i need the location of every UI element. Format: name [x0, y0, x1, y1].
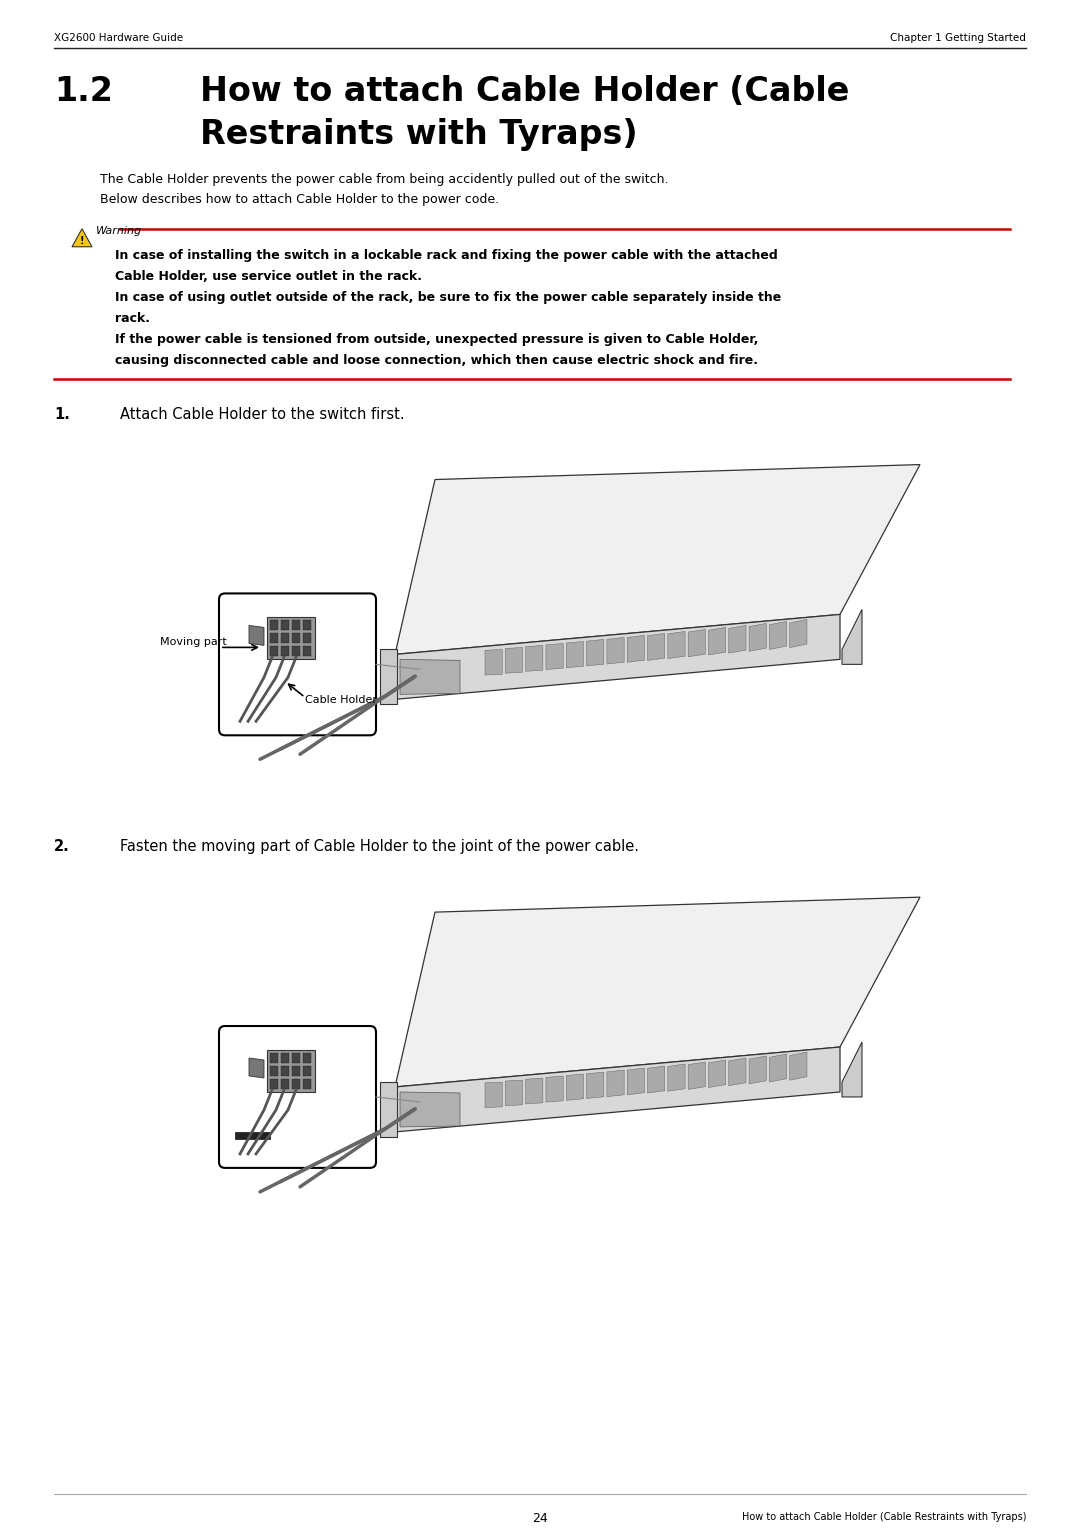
Bar [303, 1067, 311, 1076]
Polygon shape [586, 639, 604, 666]
Polygon shape [729, 1057, 746, 1086]
Polygon shape [688, 1062, 705, 1089]
Bar [292, 1079, 300, 1089]
Text: Fasten the moving part of Cable Holder to the joint of the power cable.: Fasten the moving part of Cable Holder t… [120, 839, 639, 854]
Polygon shape [249, 625, 264, 645]
Text: !: ! [80, 235, 84, 246]
Polygon shape [485, 649, 502, 675]
Text: How to attach Cable Holder (Cable: How to attach Cable Holder (Cable [200, 75, 849, 108]
Polygon shape [400, 1093, 460, 1128]
Bar [281, 634, 289, 643]
Polygon shape [545, 1076, 563, 1102]
Polygon shape [586, 1073, 604, 1099]
Bar [270, 1067, 278, 1076]
Bar [303, 646, 311, 657]
Polygon shape [72, 229, 92, 246]
Polygon shape [648, 1067, 665, 1093]
Bar [303, 1079, 311, 1089]
Polygon shape [526, 645, 543, 671]
Polygon shape [380, 1082, 397, 1137]
Polygon shape [769, 622, 786, 649]
Bar [267, 1050, 315, 1093]
Polygon shape [607, 637, 624, 665]
Text: Cable Holder: Cable Holder [305, 695, 377, 706]
Polygon shape [566, 1074, 583, 1100]
Bar [292, 646, 300, 657]
Text: Chapter 1 Getting Started: Chapter 1 Getting Started [890, 34, 1026, 43]
Text: In case of using outlet outside of the rack, be sure to fix the power cable sepa: In case of using outlet outside of the r… [114, 290, 781, 304]
Polygon shape [395, 1047, 840, 1132]
Text: Moving part: Moving part [160, 637, 227, 648]
FancyBboxPatch shape [219, 593, 376, 735]
Text: The Cable Holder prevents the power cable from being accidently pulled out of th: The Cable Holder prevents the power cabl… [100, 173, 669, 186]
Polygon shape [485, 1082, 502, 1108]
Bar [292, 620, 300, 631]
Polygon shape [750, 1056, 767, 1083]
Bar [281, 1079, 289, 1089]
Polygon shape [395, 465, 920, 654]
Bar [303, 1053, 311, 1063]
Text: How to attach Cable Holder (Cable Restraints with Tyraps): How to attach Cable Holder (Cable Restra… [742, 1511, 1026, 1522]
Polygon shape [249, 1057, 264, 1077]
Bar [267, 617, 315, 660]
Text: In case of installing the switch in a lockable rack and fixing the power cable w: In case of installing the switch in a lo… [114, 249, 778, 261]
Bar [270, 1053, 278, 1063]
Polygon shape [545, 643, 563, 669]
Polygon shape [688, 630, 705, 657]
Polygon shape [648, 634, 665, 660]
Polygon shape [708, 628, 726, 656]
Bar [270, 620, 278, 631]
Bar [292, 634, 300, 643]
Bar [281, 1067, 289, 1076]
Polygon shape [627, 1068, 645, 1096]
Text: Attach Cable Holder to the switch first.: Attach Cable Holder to the switch first. [120, 406, 405, 422]
Bar [281, 646, 289, 657]
Text: Warning: Warning [96, 226, 143, 235]
Text: Restraints with Tyraps): Restraints with Tyraps) [200, 118, 637, 151]
Text: 24: 24 [532, 1511, 548, 1525]
Polygon shape [607, 1070, 624, 1097]
Polygon shape [395, 897, 920, 1086]
Text: If the power cable is tensioned from outside, unexpected pressure is given to Ca: If the power cable is tensioned from out… [114, 333, 758, 345]
Polygon shape [667, 1063, 685, 1091]
Text: 2.: 2. [54, 839, 70, 854]
Polygon shape [842, 610, 862, 665]
Polygon shape [789, 619, 807, 648]
Text: XG2600 Hardware Guide: XG2600 Hardware Guide [54, 34, 184, 43]
Bar [270, 646, 278, 657]
Bar [270, 634, 278, 643]
Polygon shape [729, 625, 746, 652]
Polygon shape [505, 648, 523, 674]
Text: 1.2: 1.2 [54, 75, 113, 108]
Text: causing disconnected cable and loose connection, which then cause electric shock: causing disconnected cable and loose con… [114, 353, 758, 367]
Polygon shape [566, 642, 583, 668]
Polygon shape [789, 1051, 807, 1080]
Bar [303, 620, 311, 631]
Bar [270, 1079, 278, 1089]
Polygon shape [667, 631, 685, 659]
Bar [292, 1067, 300, 1076]
Polygon shape [750, 623, 767, 651]
Polygon shape [708, 1060, 726, 1088]
Polygon shape [395, 614, 840, 700]
Bar [281, 1053, 289, 1063]
FancyBboxPatch shape [219, 1025, 376, 1167]
Text: 1.: 1. [54, 406, 70, 422]
Polygon shape [842, 1042, 862, 1097]
Polygon shape [627, 636, 645, 662]
Text: Below describes how to attach Cable Holder to the power code.: Below describes how to attach Cable Hold… [100, 193, 499, 206]
Polygon shape [400, 660, 460, 694]
Bar [303, 634, 311, 643]
Polygon shape [505, 1080, 523, 1106]
Text: Cable Holder, use service outlet in the rack.: Cable Holder, use service outlet in the … [114, 270, 422, 283]
Polygon shape [380, 649, 397, 704]
Bar [281, 620, 289, 631]
Text: rack.: rack. [114, 312, 150, 325]
Bar [235, 1132, 270, 1138]
Polygon shape [769, 1054, 786, 1082]
Bar [292, 1053, 300, 1063]
Polygon shape [526, 1079, 543, 1103]
